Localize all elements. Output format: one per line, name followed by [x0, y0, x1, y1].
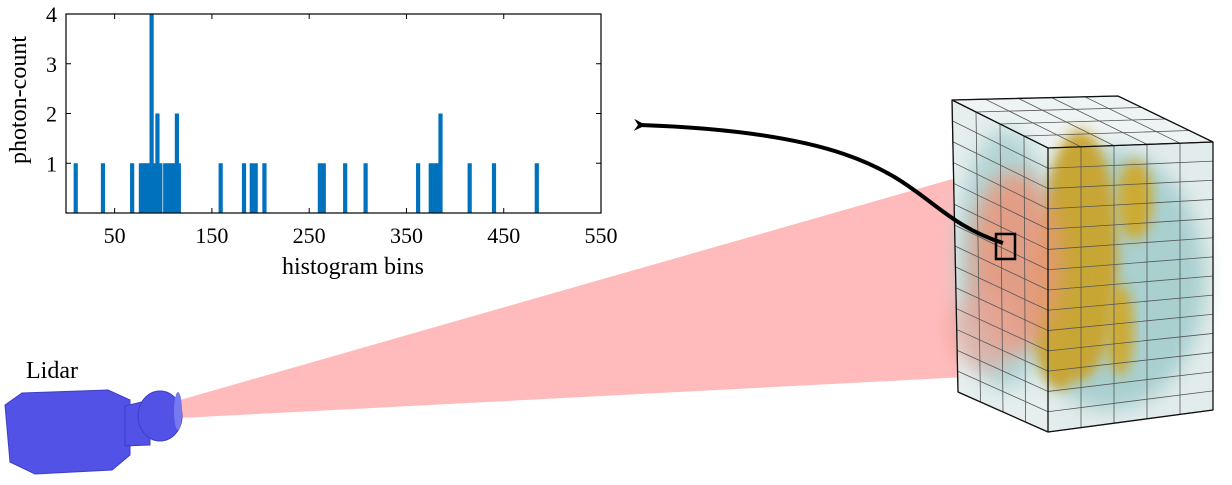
histogram-bar: [249, 163, 254, 213]
y-tick-label: 4: [46, 2, 57, 27]
selected-pixel-box: [994, 232, 1017, 261]
x-tick-label: 50: [104, 223, 126, 248]
histogram-bar: [467, 163, 472, 213]
x-tick-label: 450: [487, 223, 520, 248]
histogram-bar: [428, 163, 433, 213]
histogram-bar: [171, 163, 177, 213]
histogram-bar: [141, 163, 146, 213]
histogram-bar: [149, 14, 154, 213]
histogram-bar: [144, 163, 149, 213]
scattering-volume: [950, 130, 1205, 410]
y-tick-label: 2: [46, 102, 57, 127]
x-tick-label: 250: [293, 223, 326, 248]
histogram-bar: [241, 163, 247, 213]
histogram-bar: [435, 163, 440, 213]
x-tick-label: 150: [195, 223, 228, 248]
histogram-bar: [166, 163, 171, 213]
histogram-bar: [253, 163, 258, 213]
histogram-bar: [100, 163, 106, 213]
histogram-bar: [163, 163, 168, 213]
lidar-lens-face: [174, 392, 182, 430]
histogram-bar: [176, 163, 181, 213]
histogram-bar: [158, 163, 163, 213]
histogram-bar: [130, 163, 135, 213]
x-tick-label: 350: [390, 223, 423, 248]
lidar-label: Lidar: [26, 358, 78, 384]
lidar-device: [4, 389, 183, 475]
lidar-beam: [180, 174, 985, 418]
histogram-bar: [416, 163, 421, 213]
cube-grid: [952, 96, 1214, 428]
x-tick-label: 550: [585, 223, 618, 248]
histogram-bar: [343, 163, 348, 213]
histogram-bar: [152, 163, 157, 213]
volume-cube: [950, 95, 1214, 433]
histogram-bar: [491, 163, 497, 213]
histogram-chart: 50 150 250 350 450 550 1 2 3 4 histogram bins pho…: [6, 2, 618, 280]
lidar-body: [4, 389, 131, 475]
histogram-bars: [73, 14, 539, 213]
histogram-bar: [432, 163, 437, 213]
histogram-bar: [168, 163, 174, 213]
chart-ticks: 50 150 250 350 450 550 1 2 3 4: [46, 2, 618, 248]
y-tick-label: 1: [46, 151, 57, 176]
cube-edges: [951, 95, 1214, 433]
histogram-bar: [262, 163, 267, 213]
lidar-lens: [137, 390, 183, 442]
histogram-bar: [138, 163, 143, 213]
x-axis-label: histogram bins: [282, 254, 424, 280]
histogram-bar: [218, 163, 223, 213]
y-tick-label: 3: [46, 52, 57, 77]
histogram-bar: [534, 163, 539, 213]
histogram-bar: [363, 163, 368, 213]
histogram-bar: [317, 163, 322, 213]
y-axis-label: photon-count: [6, 36, 32, 164]
histogram-bar: [155, 113, 160, 213]
histogram-bar: [321, 163, 326, 213]
histogram-bar: [438, 113, 443, 213]
histogram-bar: [73, 163, 78, 213]
pixel-to-histogram-arrow: [633, 118, 1004, 245]
